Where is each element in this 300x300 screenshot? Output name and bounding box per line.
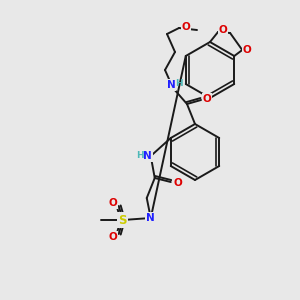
Text: O: O bbox=[108, 232, 117, 242]
Text: O: O bbox=[243, 45, 252, 55]
Text: O: O bbox=[173, 178, 182, 188]
Text: N: N bbox=[146, 213, 155, 223]
Text: N: N bbox=[143, 151, 152, 161]
Text: N: N bbox=[167, 80, 176, 90]
Text: O: O bbox=[202, 94, 211, 104]
Text: H: H bbox=[136, 152, 144, 160]
Text: O: O bbox=[219, 25, 227, 35]
Text: S: S bbox=[118, 214, 127, 226]
Text: O: O bbox=[108, 198, 117, 208]
Text: O: O bbox=[182, 22, 190, 32]
Text: H: H bbox=[175, 79, 183, 88]
